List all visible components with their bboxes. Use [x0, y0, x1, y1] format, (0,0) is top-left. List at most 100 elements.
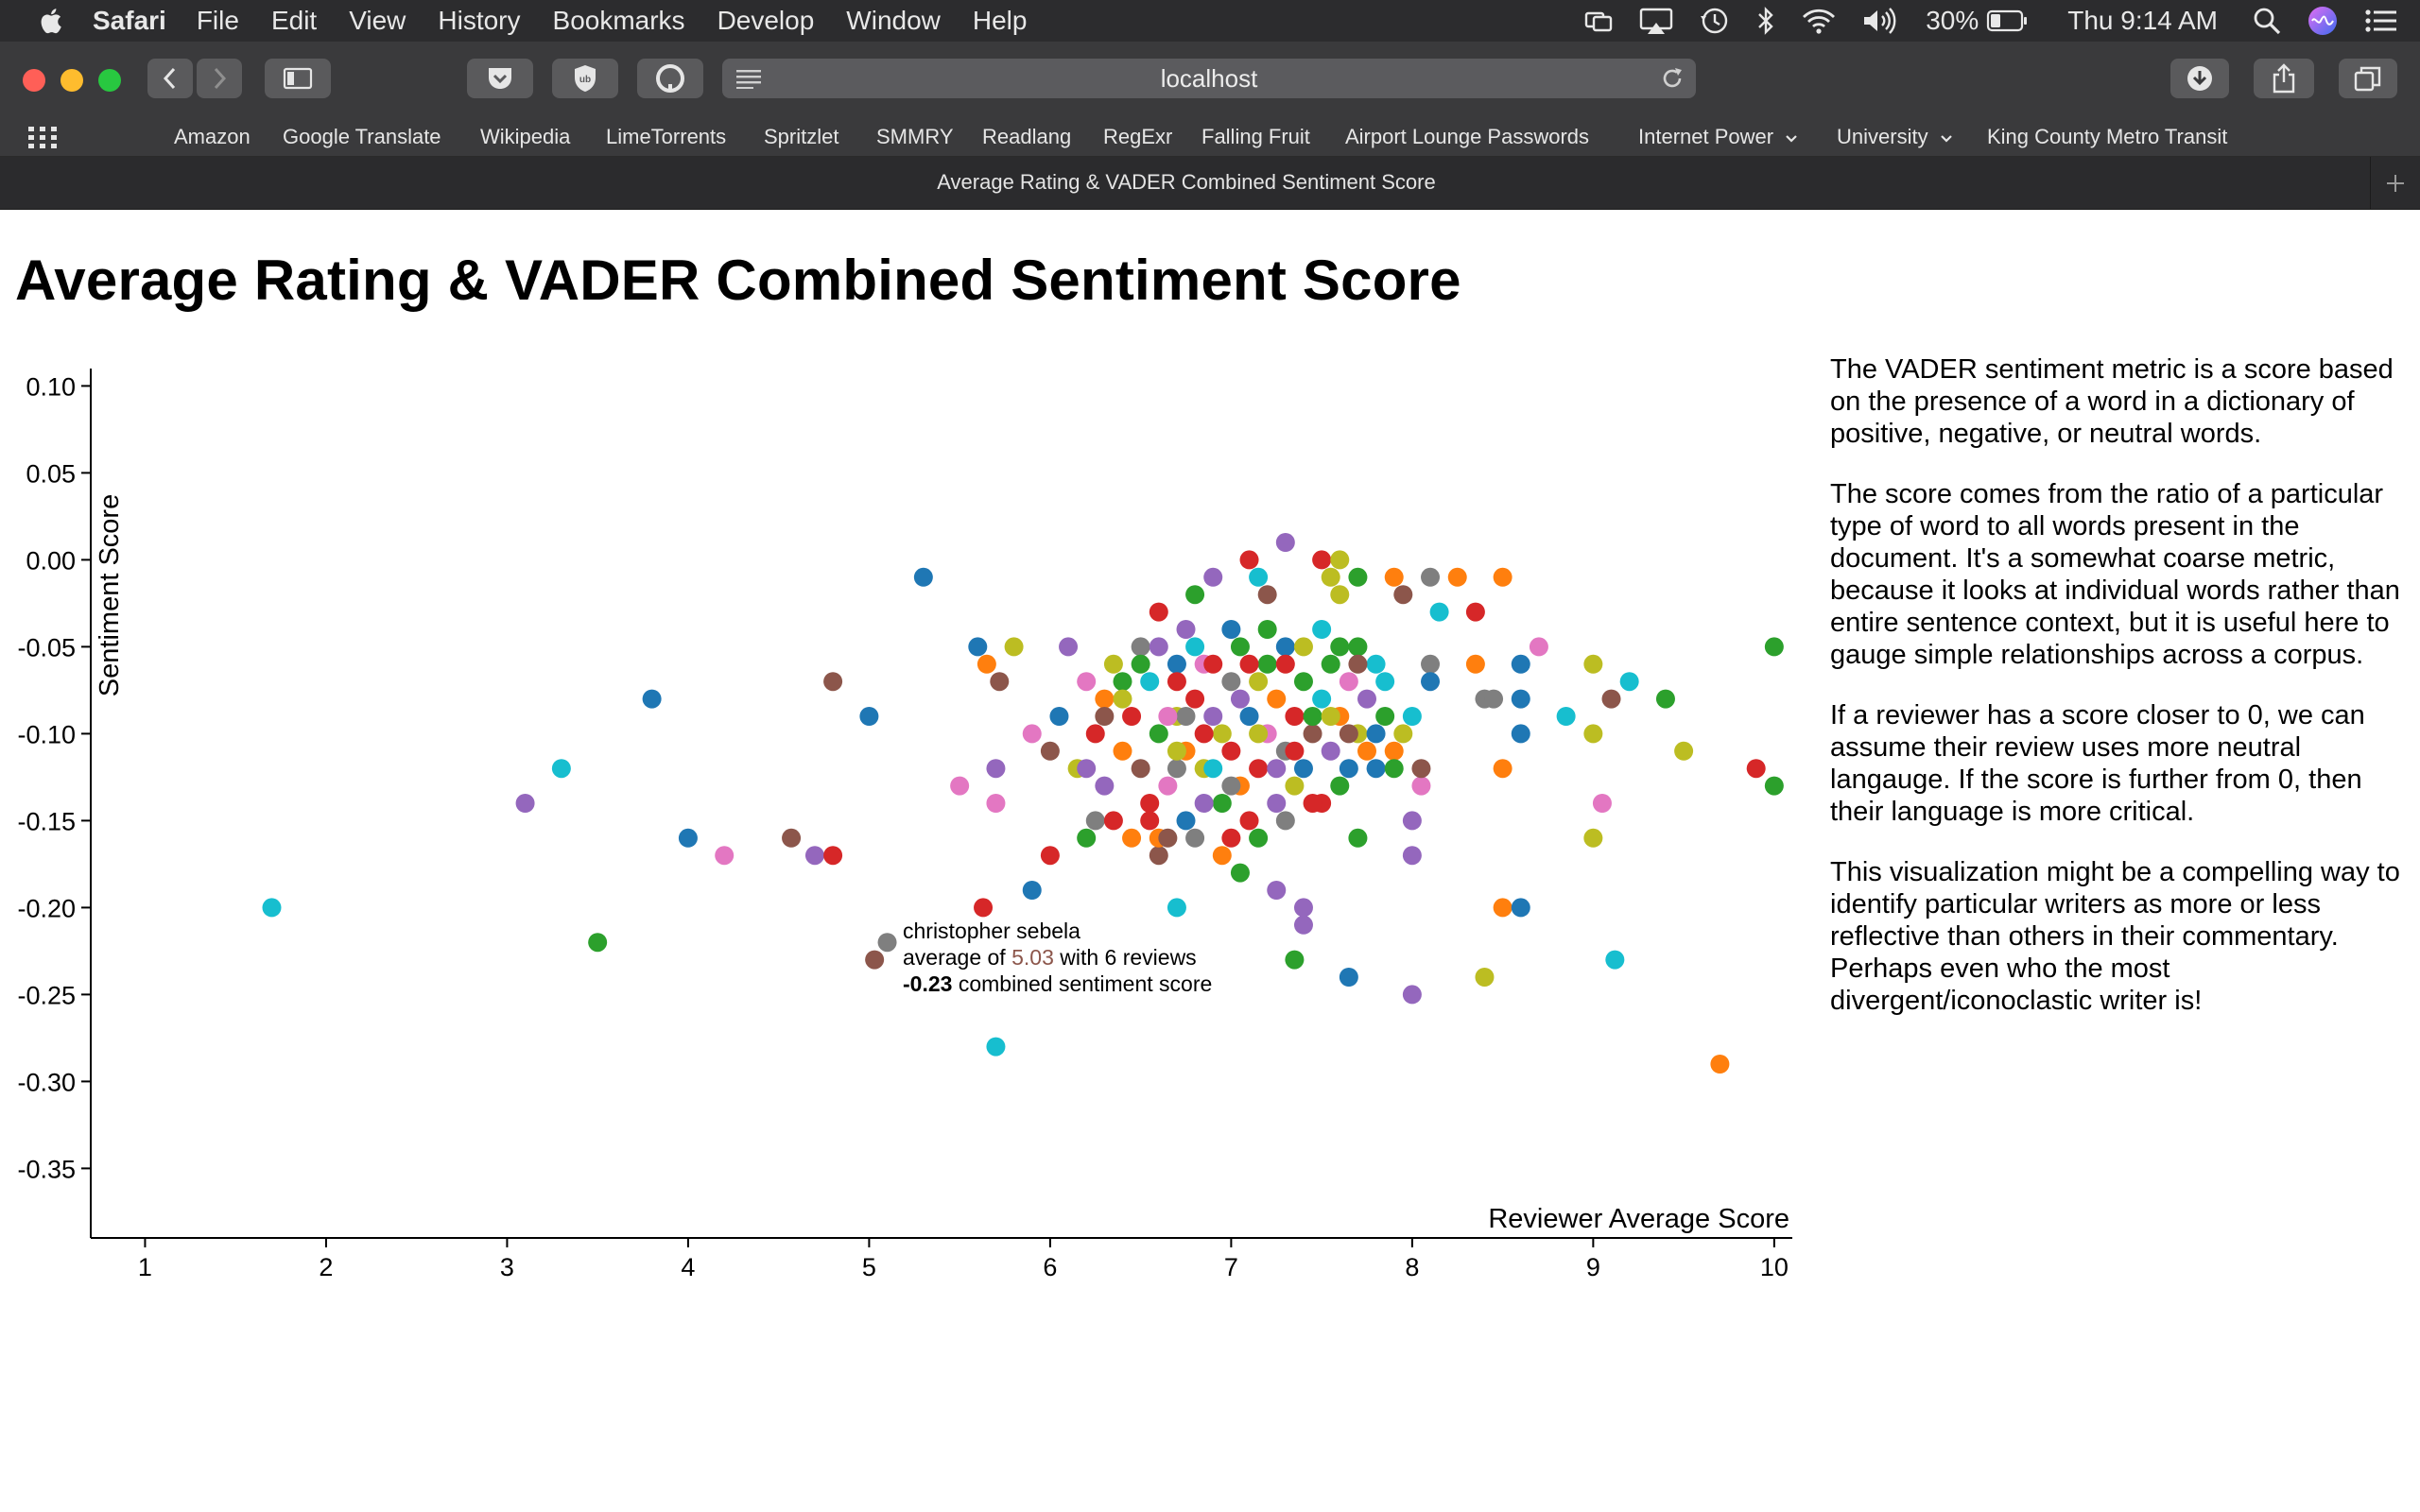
data-point[interactable]: [974, 898, 994, 918]
data-point[interactable]: [1095, 776, 1115, 796]
menu-develop[interactable]: Develop: [717, 6, 815, 35]
data-point[interactable]: [1493, 759, 1512, 779]
data-point[interactable]: [1511, 689, 1530, 709]
data-point[interactable]: [1212, 846, 1232, 866]
data-point[interactable]: [913, 567, 933, 587]
spotlight-icon[interactable]: [2252, 6, 2282, 36]
data-point[interactable]: [1321, 741, 1340, 761]
data-point[interactable]: [1366, 759, 1386, 779]
bookmark-google-translate[interactable]: Google Translate: [283, 125, 441, 148]
data-point[interactable]: [1149, 637, 1168, 657]
data-point[interactable]: [1167, 759, 1186, 779]
data-point[interactable]: [1592, 794, 1612, 813]
data-point[interactable]: [1176, 707, 1196, 726]
data-point[interactable]: [950, 776, 970, 796]
data-point[interactable]: [1511, 654, 1530, 674]
data-point[interactable]: [986, 759, 1006, 779]
forward-button[interactable]: [197, 59, 242, 98]
data-point[interactable]: [551, 759, 571, 779]
data-point[interactable]: [1176, 811, 1196, 831]
data-point[interactable]: [1303, 794, 1322, 813]
back-button[interactable]: [147, 59, 193, 98]
data-point[interactable]: [1167, 898, 1186, 918]
data-point[interactable]: [1167, 741, 1186, 761]
data-point[interactable]: [1330, 637, 1350, 657]
grid-icon[interactable]: [28, 127, 57, 149]
data-point[interactable]: [1556, 707, 1576, 726]
data-point[interactable]: [1077, 672, 1097, 692]
data-point[interactable]: [1583, 654, 1603, 674]
battery-icon[interactable]: [1986, 9, 2030, 33]
data-point[interactable]: [678, 828, 698, 848]
menu-bookmarks[interactable]: Bookmarks: [552, 6, 685, 35]
data-point[interactable]: [1257, 585, 1277, 605]
data-point[interactable]: [1203, 567, 1223, 587]
data-point[interactable]: [1249, 828, 1269, 848]
data-point[interactable]: [1421, 567, 1441, 587]
menu-app-name[interactable]: Safari: [93, 6, 166, 35]
data-point[interactable]: [1221, 672, 1241, 692]
data-point[interactable]: [865, 950, 885, 970]
data-point[interactable]: [804, 846, 824, 866]
data-point[interactable]: [1421, 672, 1441, 692]
data-point[interactable]: [1239, 811, 1259, 831]
data-point[interactable]: [1411, 776, 1431, 796]
data-point[interactable]: [1375, 672, 1395, 692]
data-point[interactable]: [1348, 828, 1368, 848]
downloads-button[interactable]: [2170, 59, 2229, 98]
data-point[interactable]: [1402, 707, 1422, 726]
data-point[interactable]: [1411, 759, 1431, 779]
volume-icon[interactable]: [1861, 6, 1901, 36]
data-point[interactable]: [1339, 672, 1358, 692]
data-point[interactable]: [1393, 585, 1413, 605]
data-point[interactable]: [1275, 533, 1295, 552]
data-point[interactable]: [1348, 637, 1368, 657]
data-point[interactable]: [1095, 689, 1115, 709]
data-point[interactable]: [1230, 637, 1250, 657]
data-point[interactable]: [1303, 724, 1322, 744]
data-point[interactable]: [1221, 776, 1241, 796]
data-point[interactable]: [1293, 759, 1313, 779]
data-point[interactable]: [1674, 741, 1694, 761]
bookmark-spritzlet[interactable]: Spritzlet: [764, 125, 839, 148]
data-point[interactable]: [1285, 776, 1305, 796]
data-point[interactable]: [515, 794, 535, 813]
data-point[interactable]: [1511, 898, 1530, 918]
data-point[interactable]: [977, 654, 996, 674]
data-point[interactable]: [1185, 689, 1205, 709]
data-point[interactable]: [823, 846, 843, 866]
data-point[interactable]: [1764, 637, 1784, 657]
data-point[interactable]: [1230, 863, 1250, 883]
data-point[interactable]: [859, 707, 879, 726]
data-point[interactable]: [782, 828, 802, 848]
data-point[interactable]: [1185, 585, 1205, 605]
menu-bar-clock[interactable]: Thu 9:14 AM: [2067, 6, 2218, 35]
address-bar[interactable]: localhost: [722, 59, 1696, 98]
data-point[interactable]: [1384, 759, 1404, 779]
bookmark-limetorrents[interactable]: LimeTorrents: [606, 125, 727, 148]
data-point[interactable]: [1285, 950, 1305, 970]
data-point[interactable]: [1122, 707, 1142, 726]
bookmark-regexr[interactable]: RegExr: [1103, 125, 1173, 148]
data-point[interactable]: [1312, 689, 1332, 709]
data-point[interactable]: [1131, 654, 1150, 674]
data-point[interactable]: [1113, 741, 1132, 761]
data-point[interactable]: [1312, 550, 1332, 570]
data-point[interactable]: [986, 1037, 1006, 1057]
data-point[interactable]: [1393, 724, 1413, 744]
data-point[interactable]: [1293, 672, 1313, 692]
active-tab[interactable]: Average Rating & VADER Combined Sentimen…: [0, 170, 2373, 195]
data-point[interactable]: [1465, 602, 1485, 622]
bookmark-amazon[interactable]: Amazon: [174, 125, 251, 148]
address-url[interactable]: localhost: [1160, 63, 1258, 93]
data-point[interactable]: [1293, 637, 1313, 657]
data-point[interactable]: [1221, 741, 1241, 761]
data-point[interactable]: [1140, 794, 1160, 813]
data-point[interactable]: [1375, 707, 1395, 726]
menu-edit[interactable]: Edit: [270, 6, 318, 35]
data-point[interactable]: [1764, 776, 1784, 796]
data-point[interactable]: [1511, 724, 1530, 744]
data-point[interactable]: [1330, 585, 1350, 605]
data-point[interactable]: [1239, 707, 1259, 726]
data-point[interactable]: [1212, 724, 1232, 744]
